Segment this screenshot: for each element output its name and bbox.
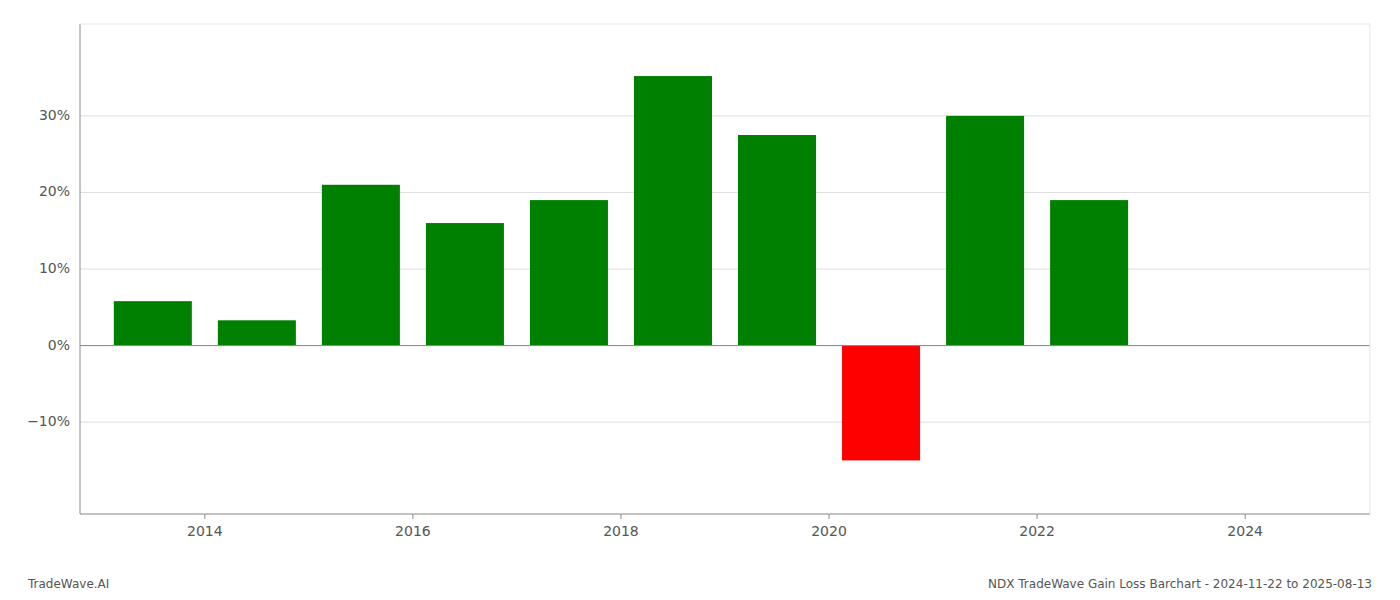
chart-container: −10% 0% 10% 20% 30% 2014 2016 2018 2020 2022 2024 T… (0, 0, 1400, 600)
y-tick-label: 10% (39, 260, 70, 276)
x-tick (1037, 514, 1038, 519)
grid-line (80, 269, 1370, 270)
grid-line (80, 115, 1370, 116)
x-tick-label: 2024 (1227, 523, 1263, 539)
y-tick-label: 30% (39, 107, 70, 123)
bar (946, 116, 1024, 346)
bars (114, 76, 1128, 460)
y-tick-label: −10% (27, 413, 70, 429)
axes: −10% 0% 10% 20% 30% 2014 2016 2018 2020 2022 2024 (27, 24, 1370, 539)
y-axis-line (80, 24, 81, 514)
x-tick-label: 2016 (395, 523, 431, 539)
x-axis-line (80, 513, 1370, 514)
x-tick (204, 514, 205, 519)
bar (634, 76, 712, 346)
grid-line (80, 422, 1370, 423)
chart-svg: −10% 0% 10% 20% 30% 2014 2016 2018 2020 2022 2024 T… (0, 0, 1400, 600)
bar (842, 346, 920, 461)
y-tick-label: 20% (39, 183, 70, 199)
bar (322, 185, 400, 346)
x-tick (829, 514, 830, 519)
plot-frame-right (1370, 24, 1371, 514)
footer-right: NDX TradeWave Gain Loss Barchart - 2024-… (988, 577, 1372, 591)
grid (80, 116, 1370, 422)
zero-line (80, 345, 1370, 346)
x-tick (1245, 514, 1246, 519)
grid-line (80, 345, 1370, 346)
x-tick-label: 2018 (603, 523, 639, 539)
y-tick-label: 0% (48, 337, 70, 353)
x-tick-label: 2022 (1019, 523, 1055, 539)
x-tick-label: 2014 (187, 523, 223, 539)
background (0, 0, 1400, 600)
footer-left: TradeWave.AI (27, 577, 109, 591)
plot-frame-top (80, 24, 1370, 25)
grid-line (80, 192, 1370, 193)
bar (218, 320, 296, 345)
x-tick-label: 2020 (811, 523, 847, 539)
bar (530, 200, 608, 345)
bar (1050, 200, 1128, 345)
x-tick (412, 514, 413, 519)
bar (738, 135, 816, 346)
bar (114, 301, 192, 345)
bar (426, 223, 504, 346)
x-tick (620, 514, 621, 519)
